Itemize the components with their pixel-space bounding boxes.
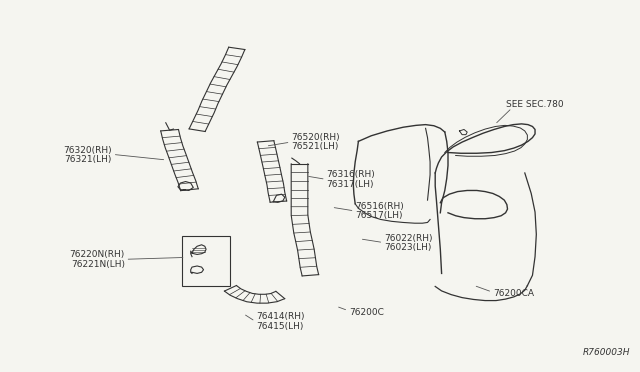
Text: 76414(RH): 76414(RH) xyxy=(256,312,305,321)
Text: 76200CA: 76200CA xyxy=(493,289,534,298)
Text: 76415(LH): 76415(LH) xyxy=(256,322,303,331)
Text: 76321(LH): 76321(LH) xyxy=(65,155,112,164)
Text: 76517(LH): 76517(LH) xyxy=(355,211,403,220)
Text: 76022(RH): 76022(RH) xyxy=(384,234,433,243)
Text: 76023(LH): 76023(LH) xyxy=(384,243,431,252)
Text: R760003H: R760003H xyxy=(583,348,630,357)
Text: SEE SEC.780: SEE SEC.780 xyxy=(506,100,563,109)
Text: 76220N(RH): 76220N(RH) xyxy=(70,250,125,259)
Bar xyxy=(182,236,230,286)
Text: 76316(RH): 76316(RH) xyxy=(326,170,375,179)
Text: 76200C: 76200C xyxy=(349,308,383,317)
Text: 76317(LH): 76317(LH) xyxy=(326,180,374,189)
Text: 76320(RH): 76320(RH) xyxy=(63,146,112,155)
Text: 76516(RH): 76516(RH) xyxy=(355,202,404,211)
Text: 76521(LH): 76521(LH) xyxy=(291,142,339,151)
Text: 76221N(LH): 76221N(LH) xyxy=(71,260,125,269)
Text: 76520(RH): 76520(RH) xyxy=(291,133,340,142)
